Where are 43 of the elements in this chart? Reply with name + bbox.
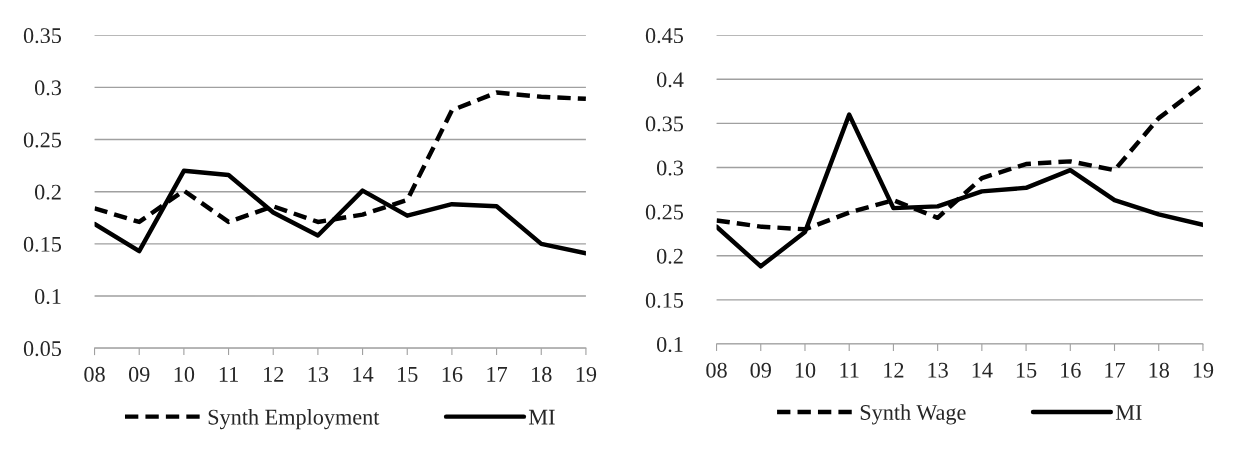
y-tick-label: 0.35 [645,116,684,132]
x-tick-label: 13 [928,362,948,378]
x-tick-label: 10 [174,366,195,382]
x-tick-label: 16 [442,366,463,382]
x-tick-label: 09 [750,362,771,378]
y-tick-label: 0.25 [23,132,62,148]
x-tick-label: 19 [576,366,597,382]
y-tick-label: 0.1 [656,336,683,353]
x-tick-label: 11 [219,366,238,382]
legend-label: Synth Employment [208,409,380,430]
y-tick-label: 0.4 [656,72,684,88]
y-tick-label: 0.3 [656,160,684,176]
x-tick-label: 09 [128,366,150,382]
y-tick-label: 0.15 [645,292,684,308]
legend-label: Synth Wage [860,404,966,425]
x-tick-label: 19 [1193,362,1214,378]
x-tick-label: 15 [398,366,418,382]
y-tick-label: 0.2 [34,184,61,200]
x-tick-label: 10 [795,362,816,378]
y-tick-label: 0.2 [656,248,683,264]
x-tick-label: 18 [1149,362,1169,378]
x-tick-label: 14 [972,362,993,378]
x-tick-label: 11 [840,362,859,378]
x-tick-label: 08 [84,366,105,382]
y-tick-label: 0.25 [645,204,684,220]
y-tick-label: 0.3 [34,80,62,96]
y-tick-label: 0.15 [23,236,62,252]
x-tick-label: 08 [706,362,727,378]
x-tick-label: 17 [487,366,508,382]
y-tick-label: 0.05 [23,341,62,357]
x-tick-label: 13 [308,366,329,382]
x-tick-label: 16 [1061,362,1081,378]
y-tick-label: 0.1 [34,288,61,305]
x-tick-label: 17 [1105,362,1125,378]
x-tick-label: 14 [353,366,374,382]
x-tick-label: 15 [1016,362,1037,378]
x-tick-label: 12 [264,366,284,382]
legend-label: MI [528,409,555,425]
legend-label: MI [1115,405,1142,420]
x-tick-label: 18 [532,366,552,382]
y-tick-label: 0.45 [645,28,684,44]
x-tick-label: 12 [884,362,904,378]
y-tick-label: 0.35 [23,28,62,44]
